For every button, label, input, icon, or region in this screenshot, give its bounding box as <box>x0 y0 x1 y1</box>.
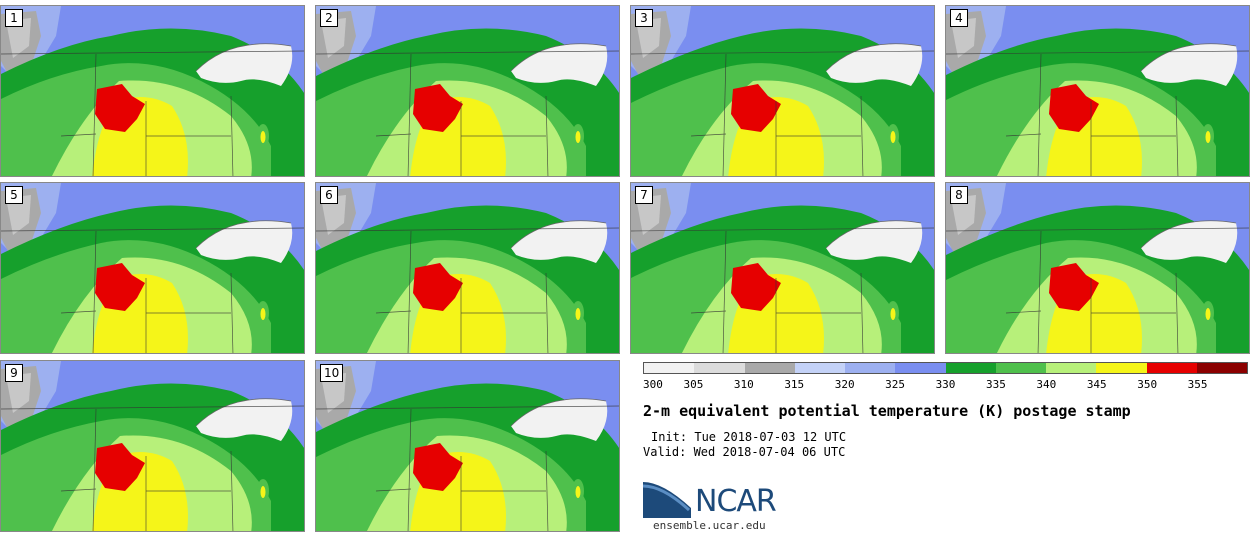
postage-stamp-panel: 2 <box>315 5 620 177</box>
member-number-label: 9 <box>5 364 23 382</box>
postage-stamp-panel: 10 <box>315 360 620 532</box>
legend-tick-label: 355 <box>1187 378 1208 391</box>
legend-tick-label: 340 <box>1036 378 1057 391</box>
legend-tick-label: 345 <box>1086 378 1107 391</box>
postage-stamp-panel: 6 <box>315 182 620 354</box>
member-number-label: 6 <box>320 186 338 204</box>
stamp-map <box>631 6 934 176</box>
legend-swatch <box>1146 363 1197 373</box>
ncar-logo-icon <box>643 478 695 518</box>
ncar-logo-text: NCAR <box>695 484 777 519</box>
stamp-map <box>1 6 304 176</box>
stamp-map <box>946 183 1249 353</box>
legend-swatch <box>694 363 745 373</box>
legend-swatch <box>644 363 695 373</box>
legend-tick-label: 315 <box>784 378 805 391</box>
init-time: Init: Tue 2018-07-03 12 UTC <box>651 430 847 444</box>
member-number-label: 3 <box>635 9 653 27</box>
postage-stamp-panel: 8 <box>945 182 1250 354</box>
postage-stamp-panel: 5 <box>0 182 305 354</box>
valid-time: Valid: Wed 2018-07-04 06 UTC <box>643 445 846 459</box>
member-number-label: 4 <box>950 9 968 27</box>
legend-tick-label: 310 <box>733 378 754 391</box>
postage-stamp-panel: 9 <box>0 360 305 532</box>
legend-swatch <box>895 363 946 373</box>
color-legend-ticks: 300 305 310 315 320 325 330 335 340 345 350 355 <box>643 378 1248 392</box>
member-number-label: 2 <box>320 9 338 27</box>
color-legend-bar <box>643 362 1248 374</box>
legend-tick-label: 350 <box>1137 378 1158 391</box>
member-number-label: 5 <box>5 186 23 204</box>
member-number-label: 7 <box>635 186 653 204</box>
legend-swatch <box>995 363 1046 373</box>
legend-swatch <box>1196 363 1247 373</box>
postage-stamp-panel: 4 <box>945 5 1250 177</box>
legend-tick-label: 335 <box>985 378 1006 391</box>
site-url: ensemble.ucar.edu <box>653 519 766 532</box>
legend-swatch <box>1046 363 1097 373</box>
stamp-map <box>946 6 1249 176</box>
stamp-map <box>316 6 619 176</box>
postage-stamp-panel: 7 <box>630 182 935 354</box>
legend-swatch <box>744 363 795 373</box>
stamp-map <box>316 183 619 353</box>
stamp-map <box>1 183 304 353</box>
legend-swatch <box>794 363 845 373</box>
legend-tick-label: 325 <box>885 378 906 391</box>
postage-stamp-panel: 3 <box>630 5 935 177</box>
member-number-label: 1 <box>5 9 23 27</box>
stamp-map <box>1 361 304 531</box>
legend-swatch <box>845 363 896 373</box>
stamp-map <box>316 361 619 531</box>
legend-tick-label: 305 <box>683 378 704 391</box>
legend-tick-label: 300 <box>643 378 663 391</box>
postage-stamp-panel: 1 <box>0 5 305 177</box>
legend-tick-label: 320 <box>834 378 855 391</box>
stamp-map <box>631 183 934 353</box>
legend-swatch <box>1096 363 1147 373</box>
member-number-label: 10 <box>320 364 344 382</box>
legend-tick-label: 330 <box>935 378 956 391</box>
legend-swatch <box>945 363 996 373</box>
figure-title: 2-m equivalent potential temperature (K)… <box>643 402 1131 420</box>
member-number-label: 8 <box>950 186 968 204</box>
